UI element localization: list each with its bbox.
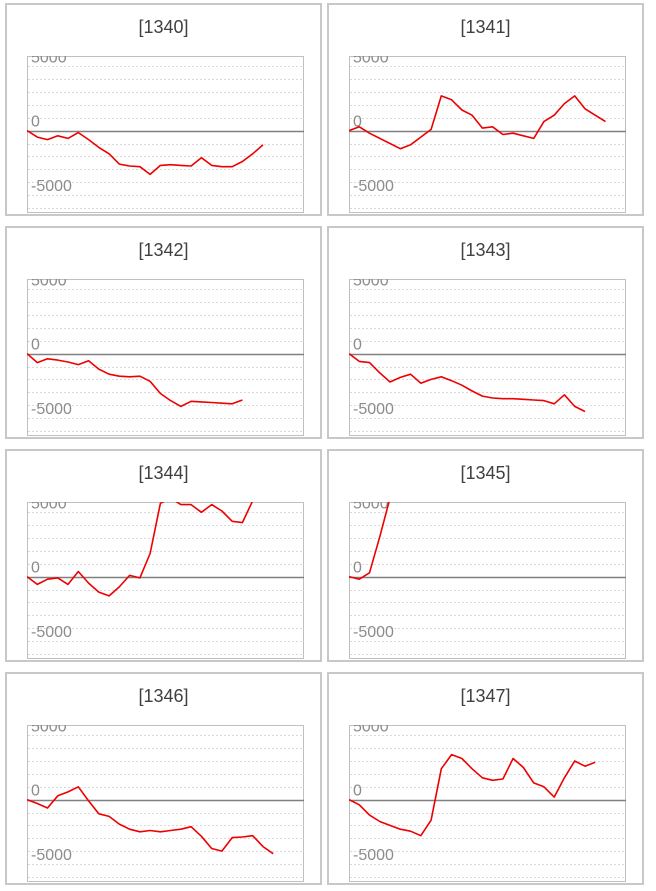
plot-area: 5000 0 -5000 — [27, 56, 304, 213]
y-tick-label: -5000 — [31, 847, 72, 864]
y-tick-label: 0 — [353, 560, 362, 577]
chart-title: [1346] — [138, 686, 189, 706]
chart-svg: 5000 0 -5000 — [27, 279, 304, 436]
plot-frame — [27, 725, 304, 882]
plot-frame — [27, 502, 304, 659]
plot-frame — [27, 56, 304, 213]
series-line — [349, 502, 390, 580]
chart-panel-1343: [1343] 5000 0 -5000 — [327, 226, 644, 439]
y-tick-label: 5000 — [31, 56, 67, 66]
y-tick-label: 0 — [31, 783, 40, 800]
chart-title: [1347] — [460, 686, 511, 706]
chart-svg: 5000 0 -5000 — [27, 725, 304, 882]
y-tick-label: 0 — [31, 560, 40, 577]
y-tick-label: 0 — [31, 114, 40, 131]
chart-title: [1342] — [138, 240, 189, 260]
y-tick-label: 5000 — [353, 56, 389, 66]
chart-svg: 5000 0 -5000 — [27, 56, 304, 213]
y-tick-label: 5000 — [353, 502, 389, 512]
chart-panel-1340: [1340] 5000 0 -5000 — [5, 3, 322, 216]
plot-area: 5000 0 -5000 — [27, 279, 304, 436]
chart-panel-1342: [1342] 5000 0 -5000 — [5, 226, 322, 439]
plot-frame — [27, 279, 304, 436]
series-line — [349, 753, 596, 837]
plot-frame — [349, 279, 626, 436]
y-tick-label: 0 — [353, 337, 362, 354]
plot-area: 5000 0 -5000 — [27, 725, 304, 882]
chart-title: [1345] — [460, 463, 511, 483]
y-tick-label: 5000 — [31, 502, 67, 512]
y-tick-label: 5000 — [353, 725, 389, 735]
chart-panel-1341: [1341] 5000 0 -5000 — [327, 3, 644, 216]
chart-title: [1343] — [460, 240, 511, 260]
series-line — [349, 95, 606, 150]
y-tick-label: 5000 — [353, 279, 389, 289]
chart-title: [1340] — [138, 17, 189, 37]
plot-frame — [349, 56, 626, 213]
y-tick-label: 5000 — [31, 279, 67, 289]
chart-panel-1346: [1346] 5000 0 -5000 — [5, 672, 322, 885]
chart-title: [1341] — [460, 17, 511, 37]
plot-area: 5000 0 -5000 — [349, 279, 626, 436]
chart-panel-1345: [1345] 5000 0 -5000 — [327, 449, 644, 662]
series-line — [27, 785, 274, 855]
y-tick-label: 5000 — [31, 725, 67, 735]
y-tick-label: -5000 — [31, 624, 72, 641]
plot-area: 5000 0 -5000 — [349, 725, 626, 882]
plot-area: 5000 0 -5000 — [349, 56, 626, 213]
plot-frame — [349, 502, 626, 659]
chart-panel-1347: [1347] 5000 0 -5000 — [327, 672, 644, 885]
series-line — [349, 352, 586, 413]
chart-svg: 5000 0 -5000 — [349, 279, 626, 436]
plot-area: 5000 0 -5000 — [27, 502, 304, 659]
series-line — [27, 129, 264, 176]
chart-svg: 5000 0 -5000 — [349, 56, 626, 213]
y-tick-label: -5000 — [353, 624, 394, 641]
y-tick-label: -5000 — [353, 401, 394, 418]
y-tick-label: -5000 — [31, 401, 72, 418]
series-line — [27, 502, 253, 597]
chart-svg: 5000 0 -5000 — [349, 502, 626, 659]
y-tick-label: 0 — [353, 783, 362, 800]
y-tick-label: -5000 — [31, 178, 72, 195]
chart-svg: 5000 0 -5000 — [349, 725, 626, 882]
plot-frame — [349, 725, 626, 882]
y-tick-label: 0 — [353, 114, 362, 131]
y-tick-label: -5000 — [353, 178, 394, 195]
y-tick-label: 0 — [31, 337, 40, 354]
chart-svg: 5000 0 -5000 — [27, 502, 304, 659]
chart-panel-1344: [1344] 5000 0 -5000 — [5, 449, 322, 662]
series-line — [27, 352, 243, 408]
plot-area: 5000 0 -5000 — [349, 502, 626, 659]
chart-title: [1344] — [138, 463, 189, 483]
y-tick-label: -5000 — [353, 847, 394, 864]
